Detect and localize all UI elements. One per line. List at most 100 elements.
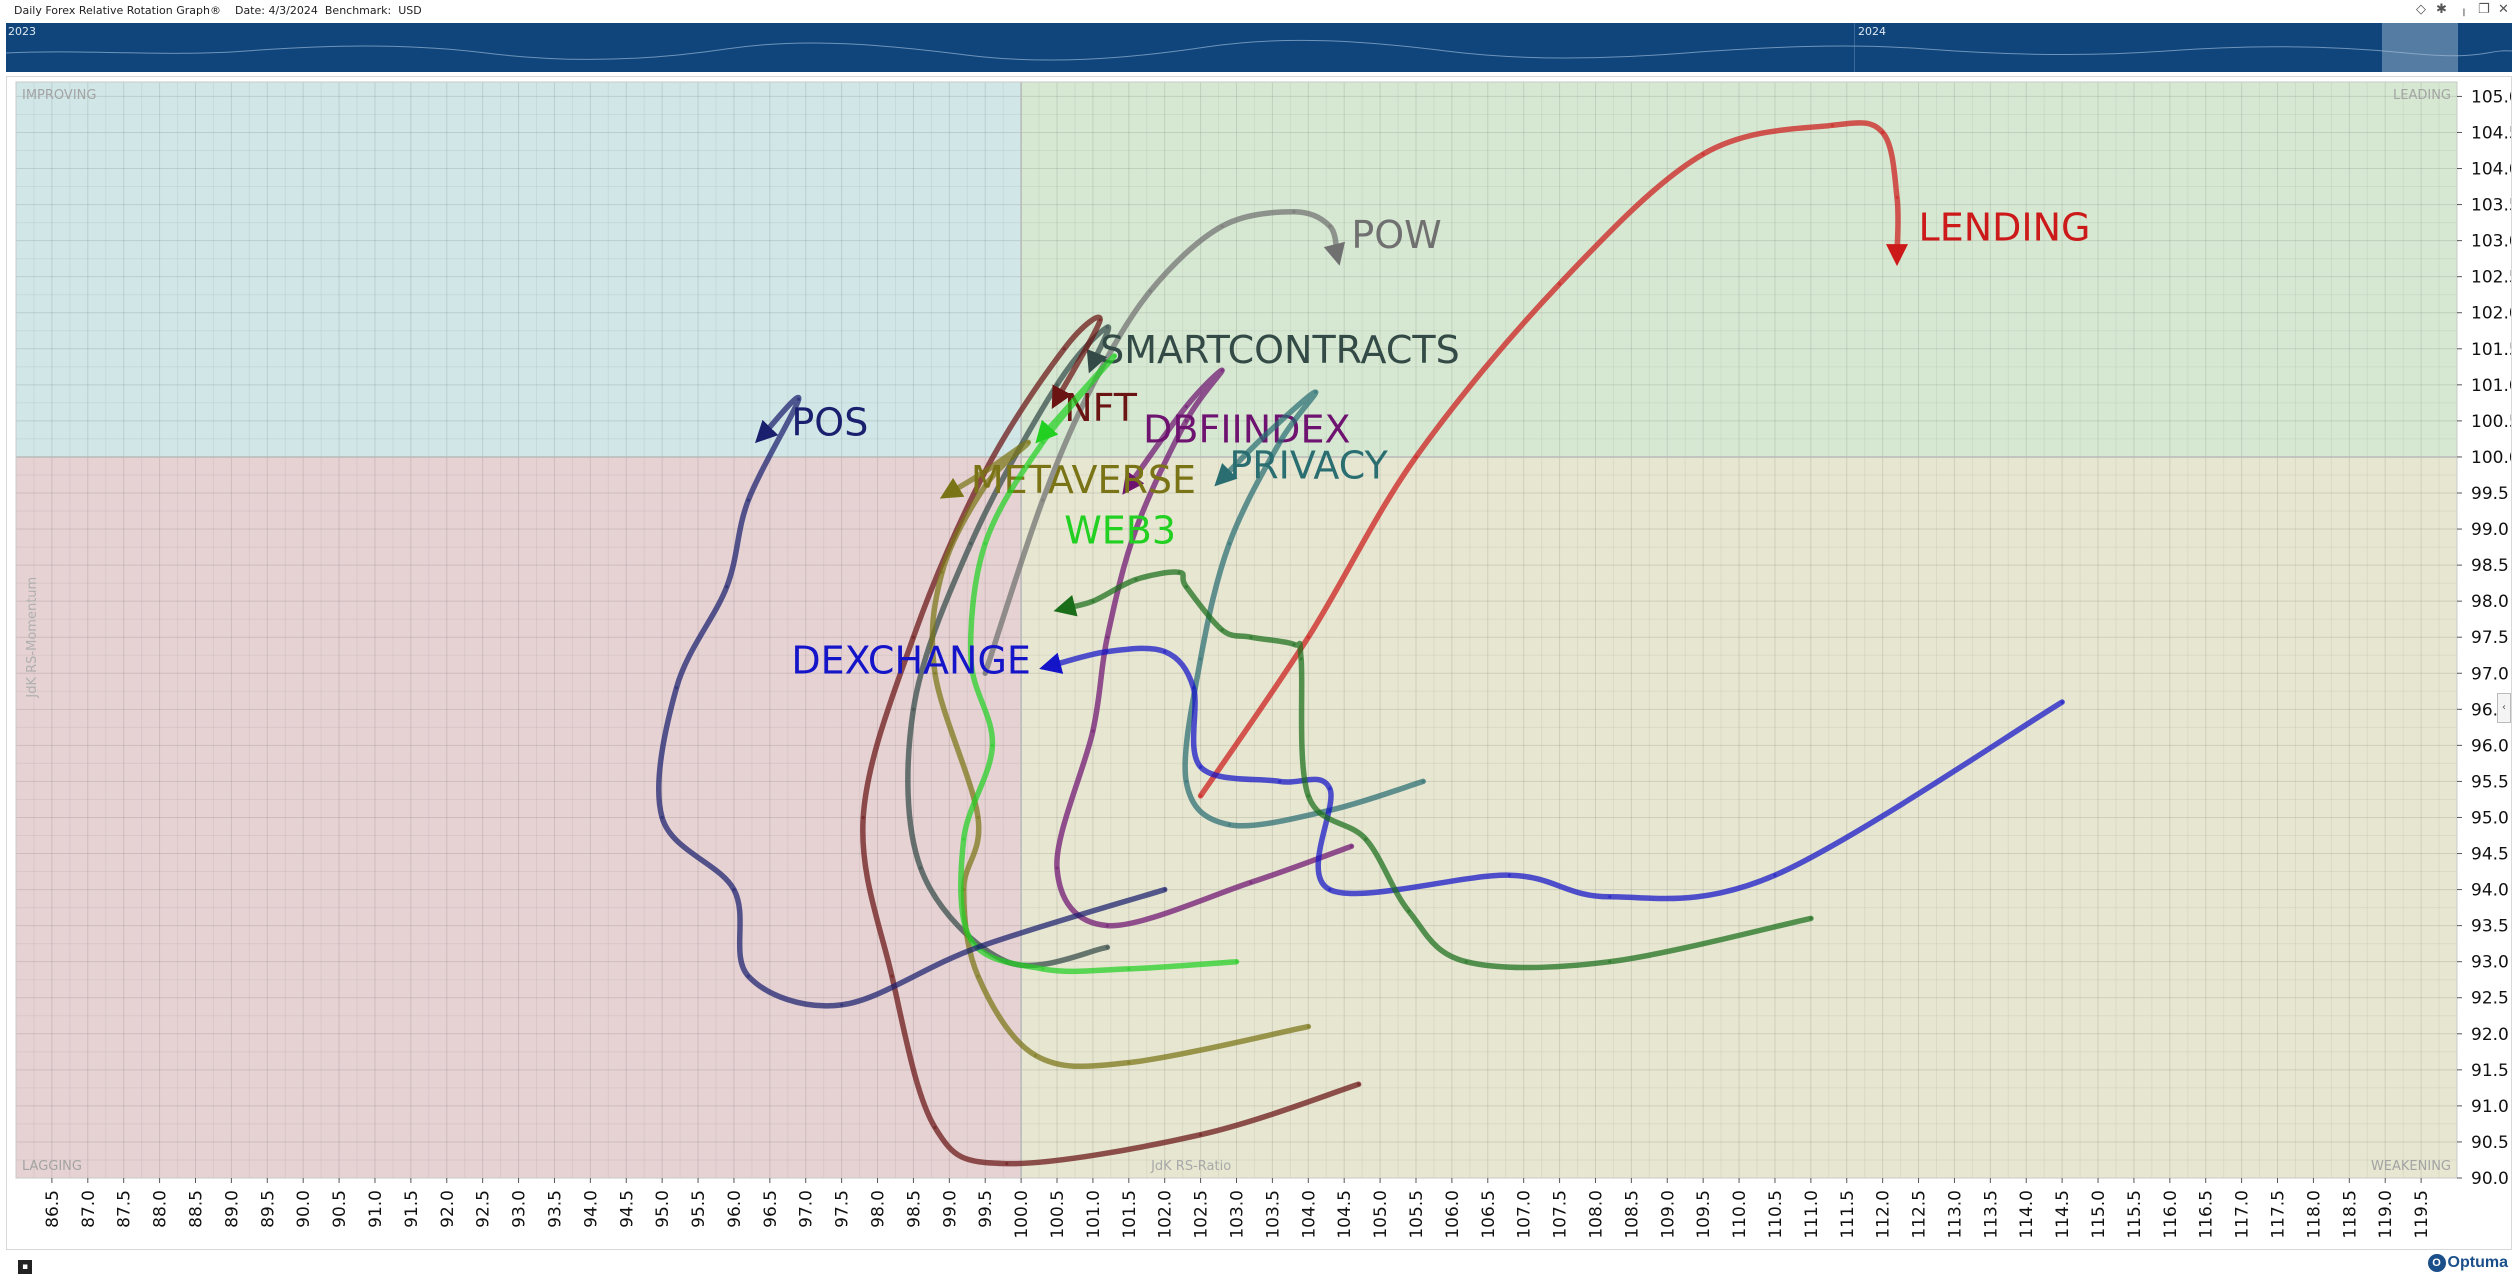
x-tick-label: 112.5 [1910,1190,1930,1239]
trail-point-metaverse [1026,440,1030,445]
x-tick-label: 96.0 [725,1190,745,1228]
y-tick-label: 92.0 [2471,1025,2509,1045]
x-tick-label: 96.5 [761,1190,781,1228]
trail-point-pow [1292,210,1296,214]
x-tick-label: 92.0 [438,1190,458,1228]
series-smartcontracts: SMARTCONTRACTS [905,324,1460,969]
trail-point-series-10 [1091,599,1095,603]
trail-point-web3 [969,657,973,661]
x-tick-label: 116.5 [2197,1190,2217,1239]
pin-icon[interactable]: ◇ [2416,2,2426,17]
x-tick-label: 108.0 [1586,1190,1606,1239]
trail-point-metaverse [1127,1061,1131,1065]
trail-point-dexchange [1773,873,1777,877]
x-tick-label: 101.5 [1120,1190,1140,1239]
trail-point-dexchange [1048,664,1052,668]
x-tick-label: 86.5 [43,1190,63,1228]
x-tick-label: 98.5 [904,1190,924,1228]
x-tick-label: 99.0 [940,1190,960,1228]
window-titlebar: Daily Forex Relative Rotation Graph® Dat… [0,0,2518,22]
trail-point-pow [983,671,987,675]
series-label-web3: WEB3 [1064,508,1176,552]
x-tick-label: 106.5 [1479,1190,1499,1239]
trail-point-nft [890,974,894,978]
timeline-year-2024: 2024 [1858,25,1886,38]
trail-point-pos [761,433,765,437]
series-label-privacy: PRIVACY [1229,444,1388,488]
x-tick-label: 118.5 [2340,1190,2360,1239]
y-tick-label: 95.0 [2471,808,2509,828]
series-lending: LENDING [1197,120,2090,799]
trail-nft [860,314,1362,1167]
trail-point-pos [976,945,980,949]
trail-point-metaverse [947,491,951,495]
timeline-range-handle[interactable] [2382,23,2458,72]
restore-icon[interactable]: ❐ [2478,2,2490,17]
y-tick-label: 91.0 [2471,1097,2509,1117]
trail-point-lending [1830,123,1834,127]
x-tick-label: 110.5 [1766,1190,1786,1239]
series-label-dexchange: DEXCHANGE [791,638,1031,682]
trail-point-pos [796,397,801,401]
timeline-year-2023: 2023 [8,25,36,38]
series-pow: POW [982,209,1442,677]
series-label-pos: POS [791,400,868,444]
trail-point-lending [1881,130,1885,135]
x-tick-label: 112.0 [1874,1190,1894,1239]
trail-point-smartcontracts [969,541,973,546]
timeline-navigator[interactable]: 2023 2024 [6,23,2512,72]
y-tick-label: 102.5 [2471,268,2511,288]
series-label-smartcontracts: SMARTCONTRACTS [1100,328,1460,372]
settings-icon[interactable]: ✱ [2436,2,2447,17]
trail-point-lending [1895,195,1899,199]
x-tick-label: 97.0 [797,1190,817,1228]
x-tick-label: 117.5 [2269,1190,2289,1239]
x-tick-label: 113.0 [1945,1190,1965,1239]
series-label-nft: NFT [1064,386,1138,430]
trail-point-lending [1414,455,1418,459]
y-tick-label: 98.0 [2471,592,2509,612]
y-tick-label: 93.0 [2471,953,2509,973]
x-tick-label: 111.0 [1802,1190,1822,1239]
trail-point-series-10 [1249,635,1253,639]
trail-dexchange [1039,645,2065,902]
x-tick-label: 110.0 [1730,1190,1750,1239]
series-label-pow: POW [1351,213,1441,257]
x-tick-label: 87.5 [115,1190,135,1228]
trail-point-web3 [990,743,995,747]
trail-point-privacy [1199,657,1203,661]
trail-privacy [1182,389,1426,829]
timeline-year-divider [1854,23,1855,72]
close-icon[interactable]: ✕ [2498,2,2509,17]
series-series-10 [1053,569,1814,971]
x-tick-label: 105.5 [1407,1190,1427,1239]
optuma-logo-mark: O [2427,1254,2446,1272]
y-tick-label: 99.5 [2471,484,2509,504]
x-tick-label: 99.5 [976,1190,996,1228]
trail-point-pos [840,1003,844,1007]
trail-point-nft [1005,1161,1009,1166]
trail-point-dexchange [1507,873,1511,877]
x-tick-label: 107.0 [1515,1190,1535,1239]
trail-point-web3 [1112,354,1117,358]
x-tick-label: 118.0 [2304,1190,2324,1239]
minimize-icon[interactable]: ╷ [2460,2,2468,17]
y-tick-label: 103.5 [2471,196,2511,216]
trail-point-series-10 [1608,960,1612,964]
trail-point-pos [746,498,750,502]
x-tick-label: 97.5 [833,1190,853,1228]
quadrant-lagging [16,456,1022,1178]
trail-point-dbfiindex [1055,866,1059,870]
collapse-panel-button[interactable]: ‹ [2497,693,2511,723]
trail-point-nft [1062,347,1066,351]
x-tick-label: 109.0 [1658,1190,1678,1239]
x-tick-label: 91.5 [402,1190,422,1228]
x-tick-label: 103.5 [1263,1190,1283,1239]
x-tick-label: 114.0 [2017,1190,2037,1239]
status-icon[interactable]: ▪ [18,1260,32,1274]
trail-point-series-10 [1464,960,1468,964]
x-tick-label: 103.0 [1228,1190,1248,1239]
quadrant-label-lagging: LAGGING [22,1159,82,1174]
x-tick-label: 109.5 [1694,1190,1714,1239]
trail-point-dexchange [1191,686,1196,690]
